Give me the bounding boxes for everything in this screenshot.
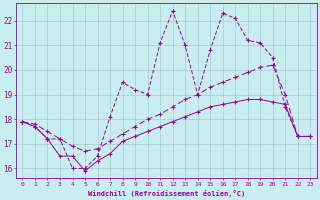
X-axis label: Windchill (Refroidissement éolien,°C): Windchill (Refroidissement éolien,°C) — [88, 190, 245, 197]
